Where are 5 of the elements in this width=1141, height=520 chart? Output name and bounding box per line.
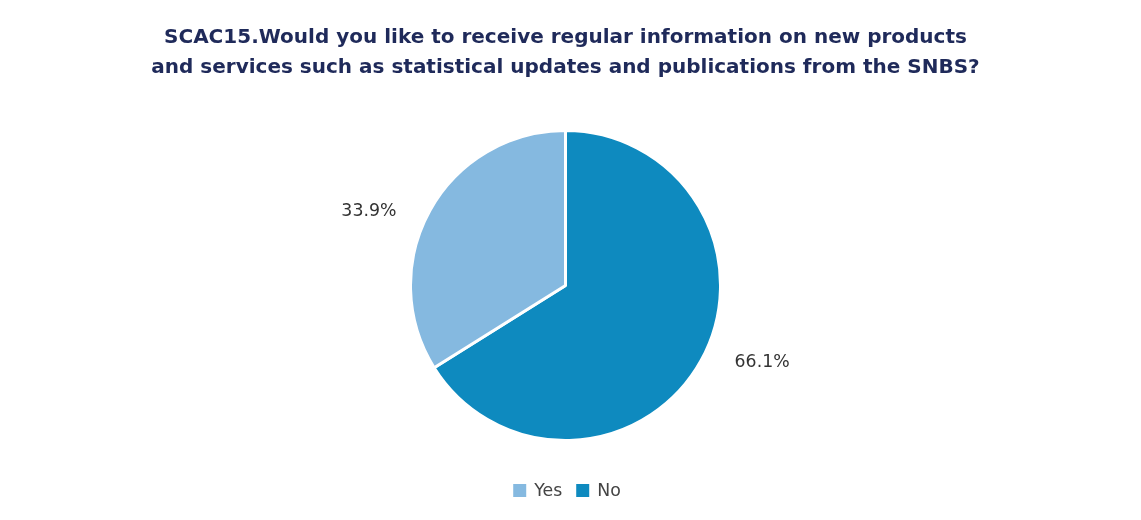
legend-label: No	[597, 480, 621, 500]
legend-label: Yes	[534, 480, 563, 500]
data-label: 33.9%	[341, 200, 397, 221]
chart-title: SCAC15.Would you like to receive regular information on new products and services such as statistical updates and publications from the SNBS?	[151, 23, 980, 78]
data-label: 66.1%	[734, 350, 790, 371]
